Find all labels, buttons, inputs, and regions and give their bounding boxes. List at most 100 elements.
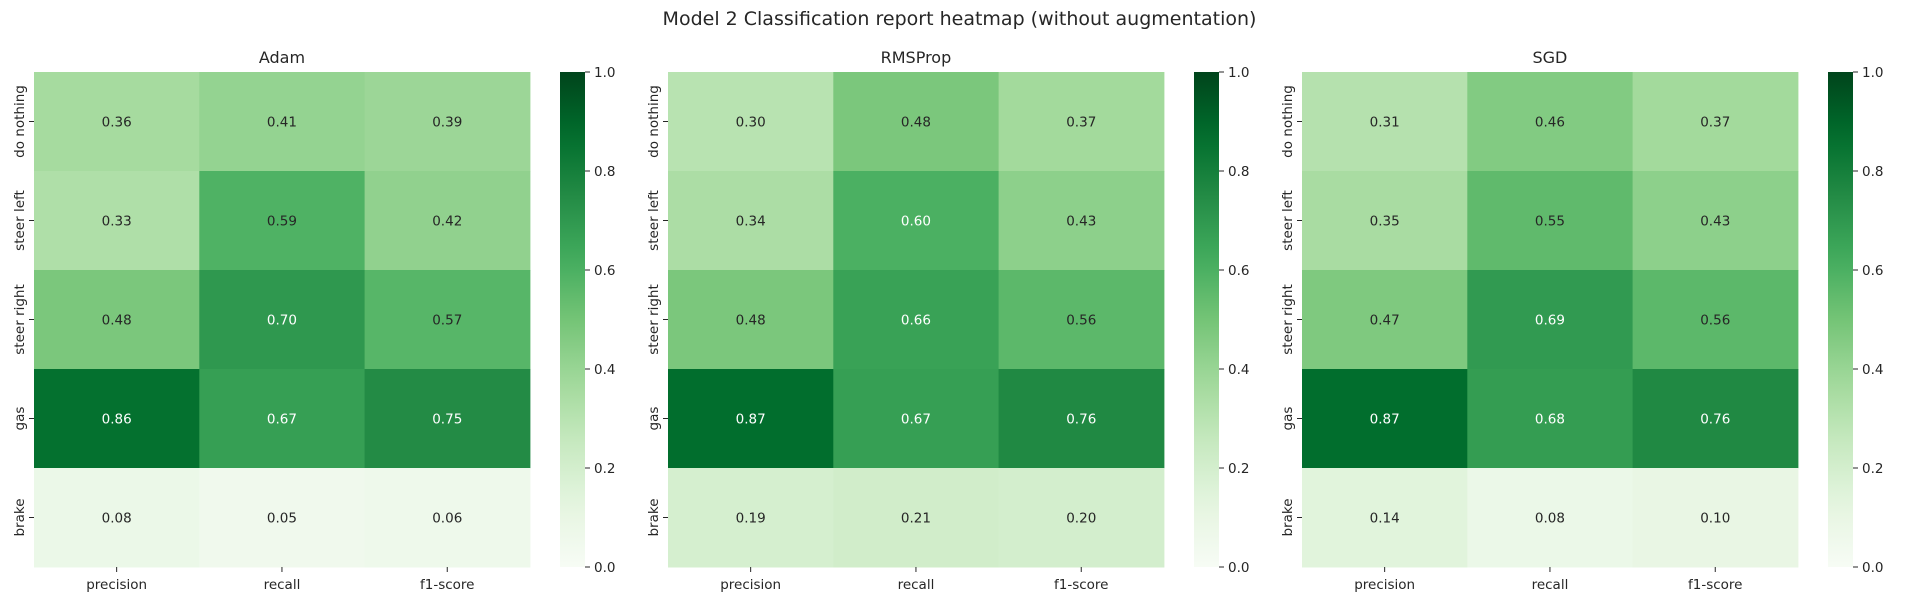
heatmap-cell [833, 270, 1000, 370]
cell-value-label: 0.20 [1066, 511, 1096, 527]
cell-value-label: 0.87 [1370, 412, 1400, 428]
cell-value-label: 0.57 [432, 313, 462, 329]
heatmap-cell [1632, 270, 1799, 370]
cell-value-label: 0.66 [901, 313, 931, 329]
panel-title: Adam [259, 48, 305, 67]
colorbar-tick-label: 0.0 [1862, 560, 1883, 576]
heatmap-cell [364, 468, 531, 568]
heatmap-cell [199, 270, 366, 370]
colorbar-tick-label: 1.0 [1228, 65, 1249, 81]
heatmap-cell [833, 468, 1000, 568]
heatmap-cell [1632, 369, 1799, 469]
colorbar-tick-label: 0.8 [1862, 164, 1883, 180]
heatmap-cell [668, 171, 834, 271]
heatmap-cell [998, 468, 1165, 568]
cell-value-label: 0.30 [736, 115, 766, 131]
heatmap-cell [1467, 369, 1634, 469]
cell-value-label: 0.47 [1370, 313, 1400, 329]
colorbar-tick-label: 0.2 [594, 461, 615, 477]
y-tick-label: brake [1280, 498, 1296, 536]
heatmap-cell [1632, 468, 1799, 568]
x-tick-label: recall [264, 577, 301, 593]
heatmap-cell [364, 72, 531, 172]
colorbar-tick-label: 0.6 [1862, 263, 1883, 279]
heatmap-cell [1467, 171, 1634, 271]
heatmap-cell [364, 369, 531, 469]
cell-value-label: 0.39 [432, 115, 462, 131]
colorbar-tick-label: 0.0 [1228, 560, 1249, 576]
heatmap-cell [1467, 468, 1634, 568]
cell-value-label: 0.76 [1066, 412, 1096, 428]
heatmap-cell [998, 270, 1165, 370]
heatmap-cell [1302, 468, 1468, 568]
colorbar [1194, 72, 1219, 567]
heatmap-cell [1302, 72, 1468, 172]
figure-title: Model 2 Classification report heatmap (w… [662, 8, 1257, 30]
y-tick-label: steer right [646, 284, 662, 355]
cell-value-label: 0.36 [102, 115, 132, 131]
heatmap-cell [833, 171, 1000, 271]
cell-value-label: 0.56 [1066, 313, 1096, 329]
cell-value-label: 0.75 [432, 412, 462, 428]
cell-value-label: 0.37 [1066, 115, 1096, 131]
colorbar-tick-label: 0.8 [1228, 164, 1249, 180]
heatmap-cell [1302, 171, 1468, 271]
heatmap-cell [199, 171, 366, 271]
x-tick-label: precision [86, 577, 147, 593]
x-tick-label: recall [898, 577, 935, 593]
cell-value-label: 0.10 [1700, 511, 1730, 527]
colorbar-tick-label: 1.0 [594, 65, 615, 81]
heatmap-cell [833, 369, 1000, 469]
y-tick-label: do nothing [12, 85, 28, 158]
heatmap-cell [34, 369, 200, 469]
x-tick-label: recall [1532, 577, 1569, 593]
cell-value-label: 0.60 [901, 214, 931, 230]
cell-value-label: 0.43 [1700, 214, 1730, 230]
heatmap-cell [364, 270, 531, 370]
cell-value-label: 0.31 [1370, 115, 1400, 131]
cell-value-label: 0.46 [1535, 115, 1565, 131]
x-tick-label: f1-score [1688, 577, 1743, 593]
cell-value-label: 0.59 [267, 214, 297, 230]
colorbar-tick-label: 0.4 [1862, 362, 1883, 378]
cell-value-label: 0.48 [901, 115, 931, 131]
cell-value-label: 0.56 [1700, 313, 1730, 329]
cell-value-label: 0.08 [1535, 511, 1565, 527]
cell-value-label: 0.35 [1370, 214, 1400, 230]
cell-value-label: 0.37 [1700, 115, 1730, 131]
y-tick-label: gas [12, 407, 28, 431]
y-tick-label: brake [12, 498, 28, 536]
cell-value-label: 0.06 [432, 511, 462, 527]
colorbar-tick-label: 0.2 [1862, 461, 1883, 477]
cell-value-label: 0.21 [901, 511, 931, 527]
y-tick-label: steer left [12, 190, 28, 251]
cell-value-label: 0.14 [1370, 511, 1400, 527]
panel-title: SGD [1533, 48, 1568, 67]
cell-value-label: 0.86 [102, 412, 132, 428]
cell-value-label: 0.43 [1066, 214, 1096, 230]
y-tick-label: do nothing [1280, 85, 1296, 158]
panel-title: RMSProp [881, 48, 952, 67]
y-tick-label: steer right [1280, 284, 1296, 355]
heatmap-cell [199, 468, 366, 568]
colorbar-tick-label: 0.6 [594, 263, 615, 279]
heatmap-cell [199, 72, 366, 172]
x-tick-label: f1-score [1054, 577, 1109, 593]
heatmap-cell [364, 171, 531, 271]
cell-value-label: 0.67 [901, 412, 931, 428]
x-tick-label: precision [1354, 577, 1415, 593]
heatmap-cell [668, 72, 834, 172]
heatmap-cell [668, 468, 834, 568]
heatmap-cell [199, 369, 366, 469]
cell-value-label: 0.08 [102, 511, 132, 527]
colorbar-tick-label: 0.6 [1228, 263, 1249, 279]
heatmap-cell [1302, 369, 1468, 469]
colorbar-tick-label: 0.4 [594, 362, 615, 378]
cell-value-label: 0.69 [1535, 313, 1565, 329]
cell-value-label: 0.33 [102, 214, 132, 230]
x-tick-label: precision [720, 577, 781, 593]
y-tick-label: steer right [12, 284, 28, 355]
colorbar [560, 72, 585, 567]
cell-value-label: 0.05 [267, 511, 297, 527]
